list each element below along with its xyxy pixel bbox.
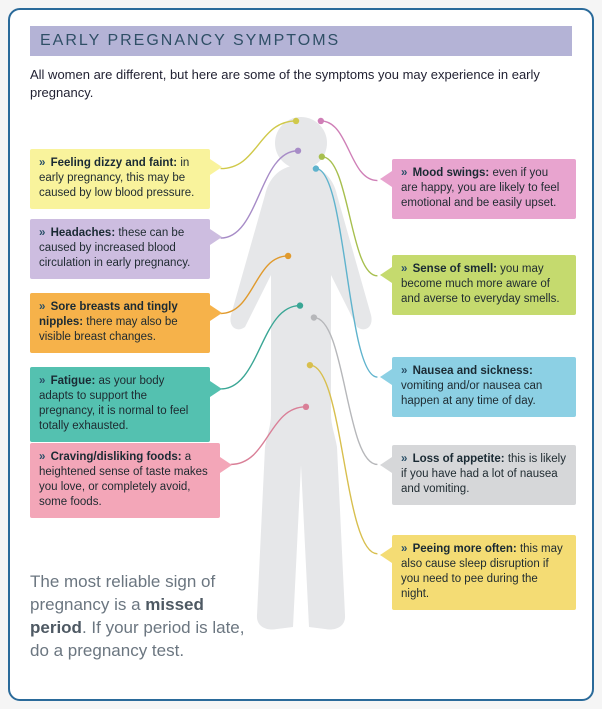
symptom-label: Craving/disliking foods: bbox=[47, 451, 184, 463]
callout-arrow bbox=[210, 381, 222, 397]
symptom-label: Sense of smell: bbox=[409, 263, 500, 275]
diagram-stage: The most reliable sign of pregnancy is a… bbox=[30, 107, 572, 667]
chevron-icon: » bbox=[401, 453, 407, 465]
symptom-label: Peeing more often: bbox=[409, 543, 520, 555]
symptom-fatigue: » Fatigue: as your body adapts to suppor… bbox=[30, 367, 210, 442]
chevron-icon: » bbox=[39, 375, 45, 387]
symptom-label: Mood swings: bbox=[409, 167, 492, 179]
callout-arrow bbox=[380, 547, 392, 563]
symptom-craving: » Craving/disliking foods: a heightened … bbox=[30, 443, 220, 518]
callout-arrow bbox=[380, 457, 392, 473]
chevron-icon: » bbox=[39, 227, 45, 239]
symptom-label: Feeling dizzy and faint: bbox=[47, 157, 180, 169]
chevron-icon: » bbox=[401, 543, 407, 555]
chevron-icon: » bbox=[401, 365, 407, 377]
callout-arrow bbox=[210, 159, 222, 175]
symptom-nausea: » Nausea and sickness: vomiting and/or n… bbox=[392, 357, 576, 417]
callout-arrow bbox=[380, 171, 392, 187]
symptom-smell: » Sense of smell: you may become much mo… bbox=[392, 255, 576, 315]
symptom-label: Fatigue: bbox=[47, 375, 98, 387]
callout-arrow bbox=[380, 267, 392, 283]
intro-text: All women are different, but here are so… bbox=[30, 66, 572, 101]
title-bar: EARLY PREGNANCY SYMPTOMS bbox=[30, 26, 572, 56]
symptom-peeing: » Peeing more often: this may also cause… bbox=[392, 535, 576, 610]
symptom-appetite: » Loss of appetite: this is likely if yo… bbox=[392, 445, 576, 505]
callout-arrow bbox=[380, 369, 392, 385]
symptom-label: Nausea and sickness: bbox=[409, 365, 532, 377]
symptom-headaches: » Headaches: these can be caused by incr… bbox=[30, 219, 210, 279]
chevron-icon: » bbox=[39, 301, 45, 313]
callout-arrow bbox=[210, 305, 222, 321]
chevron-icon: » bbox=[39, 451, 45, 463]
infographic-card: EARLY PREGNANCY SYMPTOMS All women are d… bbox=[8, 8, 594, 701]
chevron-icon: » bbox=[401, 167, 407, 179]
callout-arrow bbox=[220, 457, 232, 473]
chevron-icon: » bbox=[39, 157, 45, 169]
symptom-dizzy: » Feeling dizzy and faint: in early preg… bbox=[30, 149, 210, 209]
body-silhouette bbox=[211, 115, 391, 635]
callout-arrow bbox=[210, 229, 222, 245]
symptom-breasts: » Sore breasts and tingly nipples: there… bbox=[30, 293, 210, 353]
summary-text: The most reliable sign of pregnancy is a… bbox=[30, 571, 260, 663]
symptom-label: Headaches: bbox=[47, 227, 118, 239]
symptom-mood: » Mood swings: even if you are happy, yo… bbox=[392, 159, 576, 219]
symptom-desc: vomiting and/or nausea can happen at any… bbox=[401, 380, 542, 407]
symptom-label: Loss of appetite: bbox=[409, 453, 507, 465]
chevron-icon: » bbox=[401, 263, 407, 275]
